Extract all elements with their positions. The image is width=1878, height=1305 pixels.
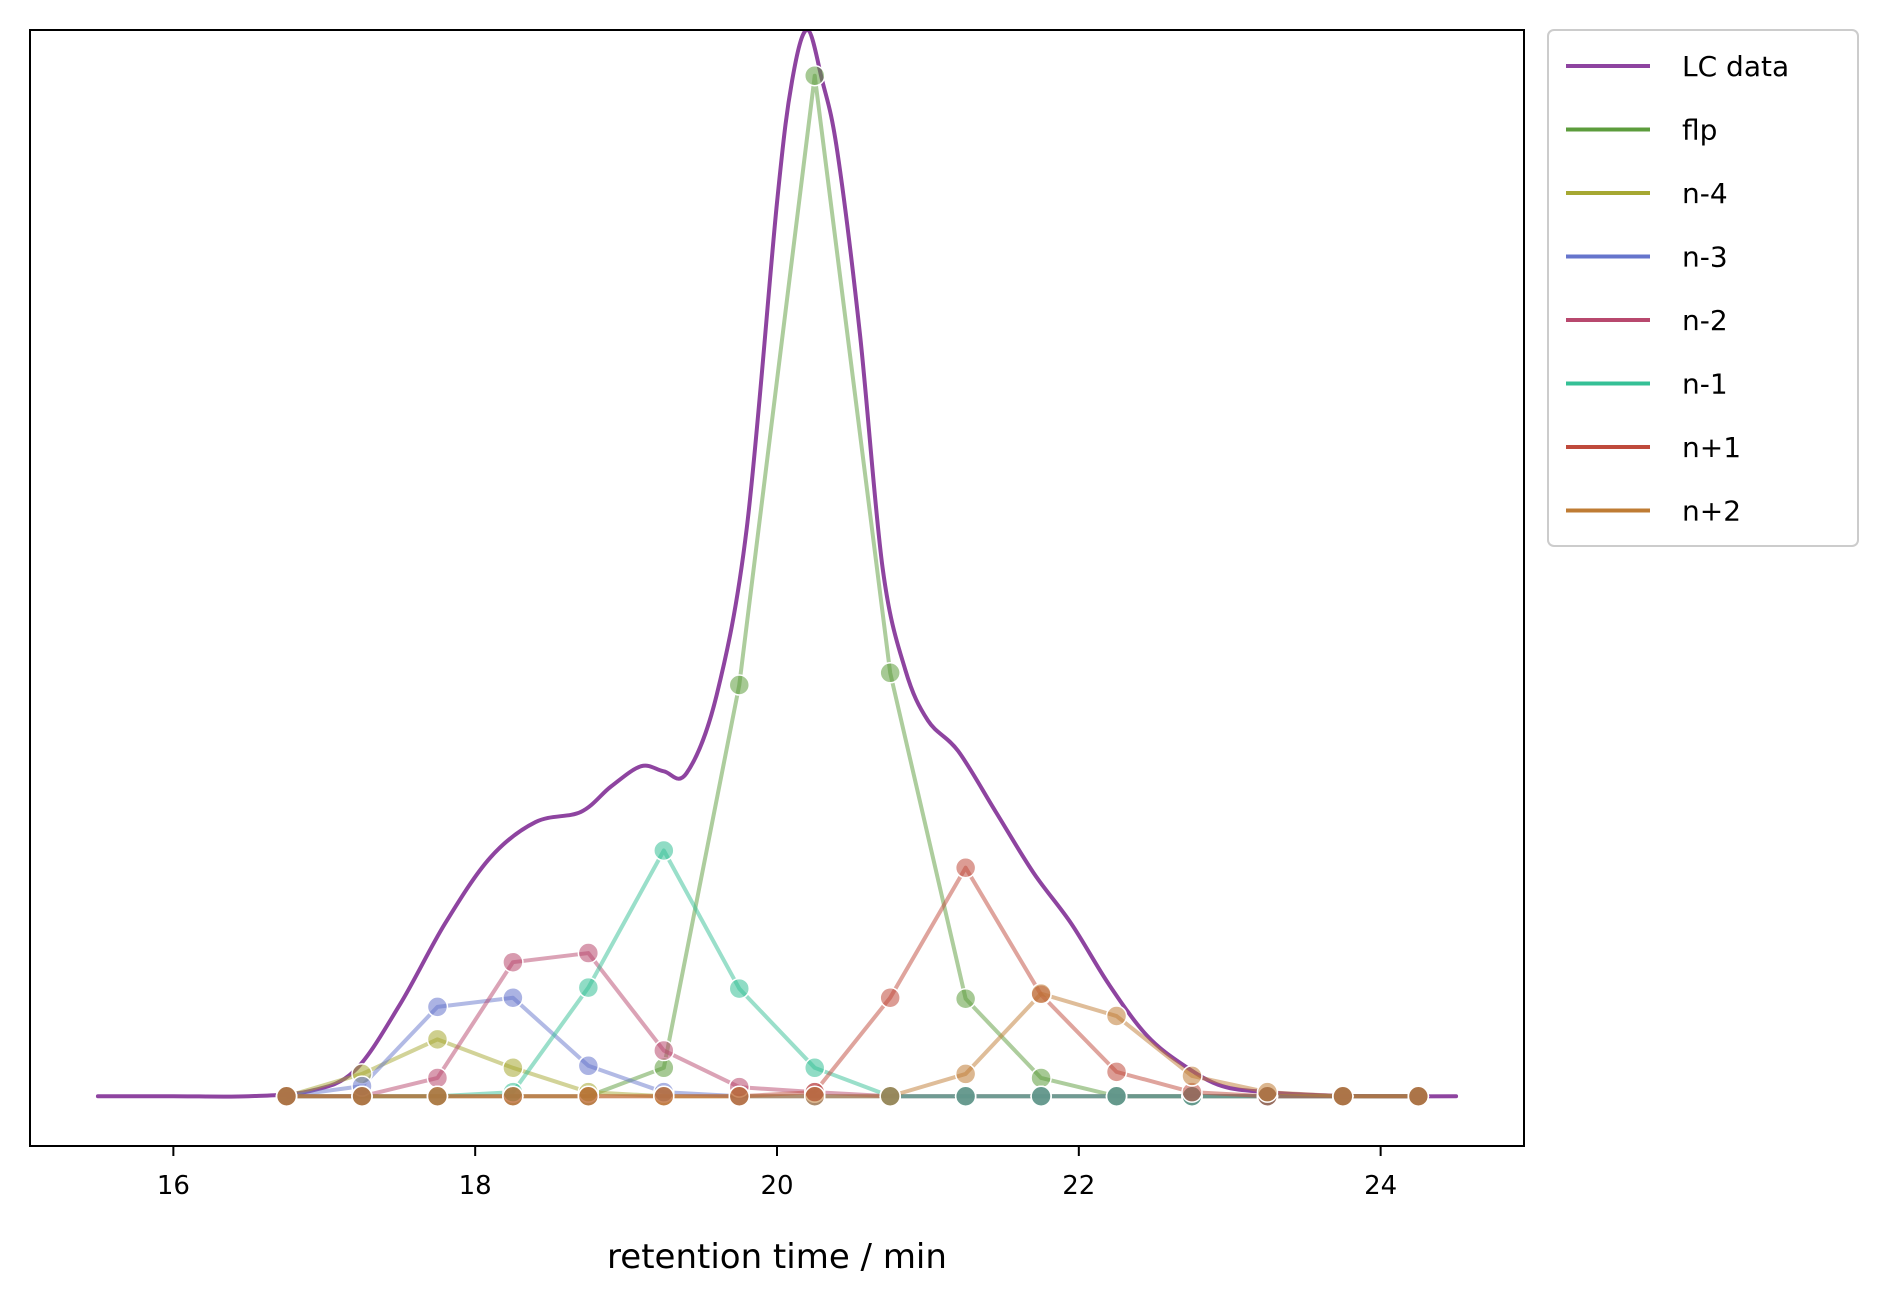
x-tick-label: 16 <box>157 1171 190 1201</box>
data-point-nplus2 <box>653 1085 675 1107</box>
data-point-nplus2 <box>879 1085 901 1107</box>
data-point-n-2 <box>577 942 600 964</box>
series-markers-nplus2 <box>275 982 1430 1107</box>
legend-label-flp: flp <box>1682 114 1717 147</box>
x-tick-label: 22 <box>1062 1171 1095 1201</box>
legend-label-n-1: n-1 <box>1682 368 1728 401</box>
legend-label-n-3: n-3 <box>1682 241 1728 274</box>
x-tick-label: 24 <box>1364 1171 1397 1201</box>
legend-label-n-2: n-2 <box>1682 304 1728 337</box>
data-point-n-2 <box>426 1067 449 1089</box>
data-point-n-1 <box>954 1085 977 1107</box>
legend-label-n-4: n-4 <box>1682 177 1728 210</box>
data-point-n-3 <box>577 1055 600 1077</box>
x-tick-label: 20 <box>760 1171 793 1201</box>
data-point-nplus2 <box>1407 1085 1430 1107</box>
data-point-nplus1 <box>954 857 977 879</box>
data-point-nplus2 <box>1332 1085 1354 1107</box>
legend-label-nplus1: n+1 <box>1682 431 1741 464</box>
data-point-n-4 <box>426 1028 449 1051</box>
data-point-n-3 <box>426 996 449 1018</box>
data-point-nplus1 <box>879 986 901 1009</box>
legend-box <box>1547 29 1859 547</box>
data-point-flp <box>954 988 977 1010</box>
legend-label-lc-data: LC data <box>1682 50 1789 83</box>
data-point-nplus1 <box>1105 1061 1128 1083</box>
data-point-n-1 <box>728 977 751 1000</box>
data-point-nplus2 <box>426 1085 449 1107</box>
data-point-nplus2 <box>1030 982 1052 1005</box>
series-line-lc-data <box>95 30 1459 1099</box>
data-point-n-1 <box>1105 1085 1128 1107</box>
data-point-nplus2 <box>803 1085 826 1107</box>
data-point-n-3 <box>502 986 524 1009</box>
data-point-n-1 <box>1030 1085 1052 1107</box>
x-tick-label: 18 <box>459 1171 492 1201</box>
data-point-flp <box>803 64 826 87</box>
data-point-nplus2 <box>1105 1005 1128 1027</box>
x-axis: 16 18 20 22 24 <box>157 1146 1397 1201</box>
data-point-flp <box>1030 1067 1052 1089</box>
data-point-n-1 <box>803 1057 826 1079</box>
data-point-n-4 <box>502 1057 524 1079</box>
data-point-nplus2 <box>577 1085 600 1107</box>
legend: LC data flp n-4 n-3 n-2 n-1 n+1 n+2 <box>1547 29 1859 547</box>
series-layer <box>95 30 1459 1107</box>
data-point-flp <box>879 662 901 684</box>
data-point-nplus2 <box>275 1085 298 1107</box>
data-point-nplus2 <box>1256 1081 1279 1103</box>
data-point-nplus2 <box>502 1085 524 1107</box>
data-point-nplus2 <box>1181 1065 1203 1087</box>
data-point-n-2 <box>502 951 524 973</box>
data-point-nplus2 <box>351 1085 373 1107</box>
data-point-nplus2 <box>954 1063 977 1085</box>
legend-label-nplus2: n+2 <box>1682 495 1741 528</box>
series-line-nplus2 <box>286 991 1419 1099</box>
x-axis-label: retention time / min <box>607 1237 947 1277</box>
series-line-n-1 <box>286 848 1419 1099</box>
data-point-nplus2 <box>728 1085 751 1107</box>
data-point-n-1 <box>653 839 675 862</box>
data-point-flp <box>728 674 751 696</box>
data-point-n-1 <box>577 976 600 999</box>
data-point-n-2 <box>653 1039 675 1062</box>
